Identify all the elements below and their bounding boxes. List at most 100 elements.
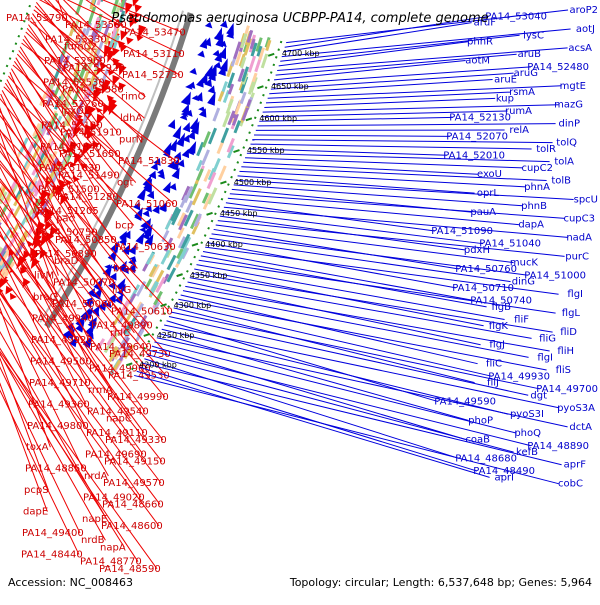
right-leader-line — [139, 367, 477, 471]
right-leader-line — [236, 180, 574, 199]
right-gene-label: dapA — [518, 220, 544, 231]
right-gene-label: pyoS3A — [557, 403, 595, 414]
right-gene-label: spcU — [574, 194, 598, 205]
right-gene-label: mgtE — [560, 81, 586, 92]
left-gene-label: PA14_53470 — [124, 27, 186, 38]
right-leader-line — [137, 371, 490, 477]
right-gene-label: aotM — [465, 56, 490, 67]
right-gene-label: cobC — [558, 479, 583, 490]
right-gene-label: dinG — [512, 277, 535, 288]
right-gene-label: aruE — [494, 74, 517, 85]
right-gene-label: phoP — [468, 416, 493, 427]
right-gene-label: pyoS3I — [510, 409, 544, 420]
left-gene-label: braD — [54, 256, 79, 267]
kbp-tick-mark — [257, 86, 263, 88]
kbp-tick-mark — [220, 182, 226, 184]
right-gene-label: phhR — [467, 37, 493, 48]
right-gene-label: acsA — [568, 43, 592, 54]
left-gene-label: pcpS — [24, 485, 49, 496]
kbp-tick-label: 4700 kbp — [282, 49, 320, 58]
right-gene-label: aprF — [564, 460, 587, 471]
right-gene-label: tolB — [551, 176, 571, 187]
right-leader-line — [174, 308, 475, 383]
cog-block — [0, 204, 9, 217]
kbp-tick-mark — [234, 150, 240, 152]
cog-block-inner — [201, 149, 210, 165]
kbp-tick-label: 4550 kbp — [247, 146, 285, 155]
left-gene-label: PA14_53110 — [123, 49, 185, 60]
right-gene-label: cupC3 — [563, 213, 595, 224]
right-leader-line — [181, 295, 478, 364]
kbp-tick-label: 4200 kbp — [139, 360, 177, 369]
right-gene-label: flgL — [562, 308, 581, 319]
right-leader-line — [230, 194, 565, 219]
right-gene-label: relA — [509, 125, 529, 136]
right-leader-line — [250, 144, 531, 149]
right-gene-label: tolQ — [556, 138, 577, 149]
kbp-tick-label: 4250 kbp — [157, 331, 195, 340]
kbp-tick-mark — [207, 213, 213, 215]
left-gene-label: PA14_49500 — [30, 356, 92, 367]
kbp-tick-label: 4300 kbp — [174, 301, 212, 310]
left-gene-label: PA14_49150 — [104, 457, 166, 468]
cog-block-inner — [240, 92, 247, 104]
right-leader-line — [203, 251, 474, 300]
right-gene-label: flgI — [537, 352, 553, 363]
right-gene-label: tolR — [536, 144, 556, 155]
right-gene-label: dinP — [559, 119, 581, 130]
left-gene-label: ogt — [117, 178, 133, 189]
right-leader-line — [214, 229, 459, 269]
right-gene-label: flgB — [491, 302, 511, 313]
left-gene-label: PA14_49400 — [22, 528, 84, 539]
left-gene-label: PA14_48600 — [101, 521, 163, 532]
right-gene-label: dctA — [569, 422, 592, 433]
kbp-tick-mark — [144, 334, 150, 336]
right-gene-label: PA14_52130 — [449, 112, 511, 123]
reverse-gene-arrow — [197, 49, 207, 57]
left-gene-label: dapE — [23, 507, 48, 518]
cog-block-inner — [212, 108, 220, 122]
kbp-tick-mark — [246, 118, 252, 120]
right-gene-label: kup — [496, 93, 514, 104]
kbp-tick-label: 4500 kbp — [234, 178, 272, 187]
right-gene-label: PA14_52070 — [446, 131, 508, 142]
left-gene-label: PA14_48440 — [21, 550, 83, 561]
forward-gene-arrow — [7, 293, 17, 302]
right-gene-label: fliF — [514, 314, 529, 325]
cog-block-inner — [221, 128, 230, 144]
right-gene-label: phnB — [521, 201, 547, 212]
right-leader-line — [134, 375, 558, 483]
kbp-tick-label: 4450 kbp — [220, 209, 258, 218]
right-gene-label: flgI — [567, 289, 583, 300]
right-gene-label: aprI — [494, 472, 514, 483]
right-gene-label: aruB — [518, 49, 542, 60]
right-leader-line — [152, 346, 466, 439]
right-gene-label: cupC2 — [521, 163, 553, 174]
kbp-tick-mark — [268, 54, 274, 56]
left-gene-label: PA14_51830 — [118, 156, 180, 167]
right-leader-line — [264, 98, 495, 107]
cog-block-inner — [218, 165, 227, 180]
right-gene-label: fliS — [556, 365, 571, 376]
right-gene-label: aruG — [514, 68, 538, 79]
right-gene-label: phnA — [524, 182, 550, 193]
right-gene-label: phoQ — [514, 428, 541, 439]
cog-block-inner — [218, 91, 224, 102]
genome-title: Pseudomonas aeruginosa UCBPP-PA14, compl… — [111, 11, 488, 26]
kbp-tick-label: 4400 kbp — [205, 240, 243, 249]
left-gene-label: ldhA — [120, 113, 142, 124]
cog-block-inner — [212, 158, 221, 174]
kbp-tick-label: 4650 kbp — [271, 82, 309, 91]
kbp-tick-label: 4350 kbp — [190, 271, 228, 280]
right-gene-label: lysC — [523, 30, 544, 41]
right-gene-label: oprL — [477, 188, 500, 199]
right-gene-label: dgt — [530, 390, 547, 401]
accession-text: Accession: NC_008463 — [8, 576, 133, 589]
right-leader-line — [266, 92, 511, 103]
kbp-tick-mark — [192, 244, 198, 246]
kbp-tick-mark — [177, 274, 183, 276]
reverse-gene-arrow — [168, 118, 179, 129]
right-gene-label: purC — [565, 251, 589, 262]
